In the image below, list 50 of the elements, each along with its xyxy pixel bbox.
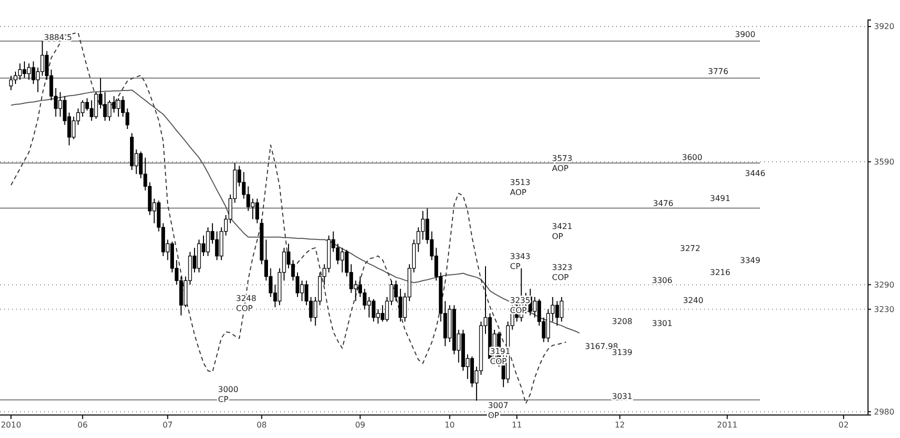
annotation: 3031 xyxy=(612,392,632,401)
candlestick xyxy=(336,243,340,265)
x-tick-label: 08 xyxy=(256,420,267,430)
annotation: 3900 xyxy=(735,30,756,39)
annotation: 3421 OP xyxy=(552,222,572,241)
annotation: 3248 COP xyxy=(236,294,256,313)
x-tick-label: 2011 xyxy=(717,420,738,430)
x-tick-label: 10 xyxy=(444,420,455,430)
y-tick-label: 3290 xyxy=(874,280,894,290)
x-tick-label: 02 xyxy=(838,420,849,430)
x-tick-label: 12 xyxy=(614,420,625,430)
y-tick-label: 2980 xyxy=(874,407,894,416)
annotation: 3476 xyxy=(653,199,674,208)
annotation: 3343 CP xyxy=(510,252,530,271)
x-tick-label: 06 xyxy=(78,420,88,430)
candlestick xyxy=(250,198,255,220)
candlestick xyxy=(532,296,537,318)
annotation: 3776 xyxy=(708,67,728,76)
annotation: 3306 xyxy=(652,276,672,285)
x-tick-label: 07 xyxy=(162,420,173,430)
annotation: 3573 AOP xyxy=(552,154,572,173)
annotation: 3513 AOP xyxy=(510,178,530,197)
line-series xyxy=(10,90,580,334)
candlestick xyxy=(40,40,44,76)
annotation: 3216 xyxy=(710,268,730,277)
y-tick-label: 3920 xyxy=(874,22,894,32)
x-tick-label: 09 xyxy=(355,420,366,430)
y-tick-label: 3590 xyxy=(874,157,894,166)
x-tick-label: 11 xyxy=(512,420,522,430)
x-tick-label: 2010 xyxy=(0,420,22,430)
annotation: 3349 xyxy=(740,256,760,265)
annotation: 3272 xyxy=(680,244,700,253)
annotation: 3167.98 xyxy=(585,342,618,351)
annotation: 3208 xyxy=(612,317,632,326)
annotation: 3139 xyxy=(612,348,632,357)
candlestick xyxy=(58,92,62,118)
annotation: 3323 COP xyxy=(552,263,572,282)
candlestick xyxy=(72,116,76,140)
candlestick xyxy=(560,296,564,322)
annotation: 3240 xyxy=(683,296,704,305)
annotation: 3600 xyxy=(682,153,702,162)
candlestick xyxy=(246,186,250,212)
annotation: 3446 xyxy=(745,169,766,178)
candlestick xyxy=(255,198,260,224)
candlestick xyxy=(340,247,344,273)
annotation: 3301 xyxy=(652,319,672,328)
candlestick xyxy=(420,210,425,240)
annotation: 3884.5 xyxy=(44,33,72,42)
annotation: 3491 xyxy=(710,194,730,203)
y-tick-label: 3230 xyxy=(874,304,894,314)
